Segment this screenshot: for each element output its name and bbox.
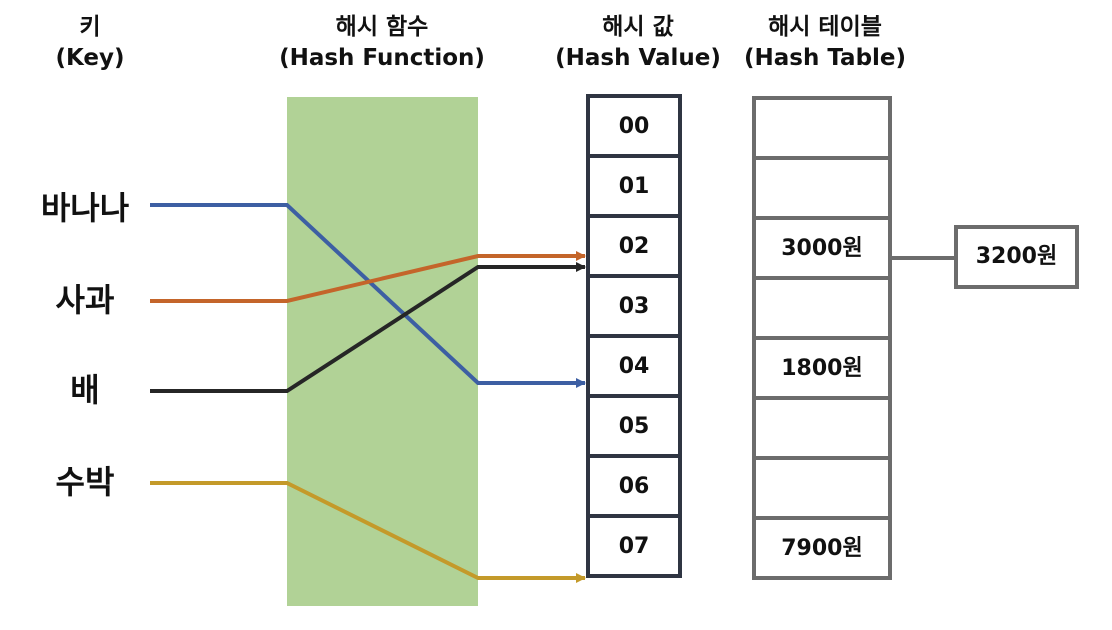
- apple-mapping-arrow: [150, 251, 586, 303]
- hash-value-header: 해시 값 (Hash Value): [548, 12, 728, 74]
- key-apple: 사과: [55, 281, 115, 319]
- hash-table-cell: 7900원: [752, 516, 892, 580]
- key-watermelon: 수박: [55, 463, 115, 501]
- hash-table-header: 해시 테이블 (Hash Table): [730, 12, 920, 74]
- hash-value-cell: 07: [586, 514, 682, 578]
- key-header-english: (Key): [55, 45, 125, 71]
- function-header-korean: 해시 함수: [335, 14, 429, 40]
- watermelon-mapping-arrow: [150, 481, 586, 583]
- hash-function-header: 해시 함수 (Hash Function): [262, 12, 502, 74]
- table-header-english: (Hash Table): [743, 45, 907, 71]
- hash-value-column: 00 01 02 03 04 05 06 07: [586, 94, 682, 578]
- function-header-english: (Hash Function): [279, 45, 485, 71]
- value-header-korean: 해시 값: [602, 14, 674, 40]
- pear-mapping-arrow: [150, 262, 586, 393]
- key-banana: 바나나: [40, 189, 130, 227]
- key-header-korean: 키: [79, 14, 101, 40]
- table-header-korean: 해시 테이블: [768, 14, 882, 40]
- chained-entry-box: 3200원: [954, 225, 1079, 289]
- key-pear: 배: [70, 371, 100, 409]
- value-header-english: (Hash Value): [555, 45, 721, 71]
- hash-table-column: 3000원 1800원 7900원: [752, 96, 892, 580]
- banana-mapping-arrow: [150, 203, 586, 388]
- key-column-header: 키 (Key): [40, 12, 140, 74]
